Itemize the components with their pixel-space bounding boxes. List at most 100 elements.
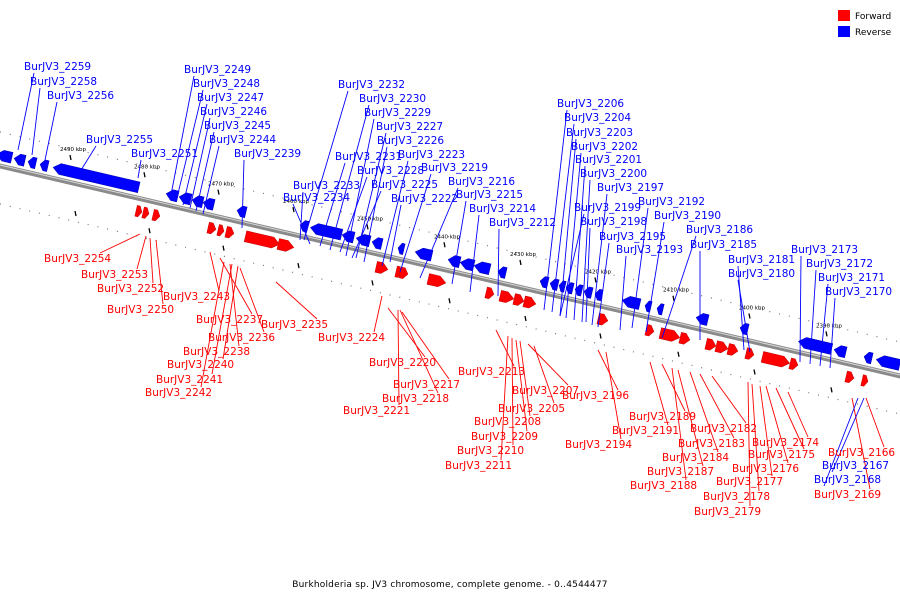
leader-line: [339, 176, 368, 253]
forward-gene-arrow: [276, 238, 295, 252]
leader-line: [661, 235, 697, 339]
forward-gene-arrow: [426, 273, 447, 288]
leader-line: [175, 89, 204, 203]
leader-line: [149, 237, 154, 284]
leader-line: [397, 309, 400, 406]
forward-gene-label: BurJV3_2182: [690, 423, 757, 435]
reverse-gene-label: BurJV3_2198: [580, 216, 647, 228]
tick-mark-top: [143, 172, 146, 178]
leader-line: [137, 159, 142, 179]
leader-line: [823, 397, 859, 487]
tick-mark-top: [825, 331, 828, 337]
forward-gene-label: BurJV3_2211: [445, 460, 512, 472]
reverse-gene-label: BurJV3_2246: [200, 106, 267, 118]
reverse-gene-label: BurJV3_2168: [814, 474, 881, 486]
reverse-gene-label: BurJV3_2216: [448, 176, 515, 188]
axis-highlight: [0, 164, 900, 376]
forward-gene-arrow: [744, 347, 755, 360]
leader-line: [819, 283, 829, 367]
reverse-gene-arrow: [473, 261, 492, 275]
leader-line: [495, 329, 515, 367]
gene-labels: BurJV3_2259 BurJV3_2258 BurJV3_2256 BurJV3_…: [24, 61, 895, 518]
forward-gene-label: BurJV3_2254: [44, 253, 111, 265]
forward-gene-label: BurJV3_2235: [261, 319, 328, 331]
reverse-gene-label: BurJV3_2181: [728, 254, 795, 266]
reverse-gene-label: BurJV3_2167: [822, 460, 889, 472]
leader-line: [649, 361, 669, 426]
forward-gene-label: BurJV3_2188: [630, 480, 697, 492]
forward-gene-label: BurJV3_2238: [183, 346, 250, 358]
forward-gene-label: BurJV3_2220: [369, 357, 436, 369]
tick-label: 2460 kbp: [283, 199, 309, 205]
leader-line: [605, 351, 622, 440]
chromosome-axis: [0, 131, 900, 415]
leader-line: [381, 160, 409, 267]
reverse-gene-label: BurJV3_2212: [489, 217, 556, 229]
forward-gene-label: BurJV3_2240: [167, 359, 234, 371]
leader-line: [559, 138, 577, 317]
tick-mark-top: [443, 242, 446, 248]
reverse-gene-arrow: [397, 242, 406, 255]
leader-line: [351, 190, 382, 259]
leader-line: [189, 117, 211, 209]
tick-mark-top: [217, 189, 220, 195]
forward-gene-label: BurJV3_2218: [382, 393, 449, 405]
reverse-gene-label: BurJV3_2245: [204, 120, 271, 132]
forward-gene-label: BurJV3_2178: [703, 491, 770, 503]
reverse-gene-arrow: [695, 313, 710, 326]
leader-line: [31, 87, 41, 156]
leader-line: [136, 235, 147, 270]
forward-gene-label: BurJV3_2253: [81, 269, 148, 281]
forward-gene-label: BurJV3_2184: [662, 452, 729, 464]
forward-gene-arrow: [860, 374, 869, 387]
reverse-gene-arrow: [497, 266, 508, 279]
tick-label: 2410 kbp: [663, 288, 689, 294]
tick-mark-bottom: [148, 228, 151, 234]
forward-gene-label: BurJV3_2177: [716, 476, 783, 488]
leader-line: [711, 375, 747, 424]
forward-gene-arrow: [498, 290, 515, 303]
forward-gene-arrow: [512, 293, 525, 306]
forward-gene-label: BurJV3_2250: [107, 304, 174, 316]
forward-gene-label: BurJV3_2207: [512, 385, 579, 397]
forward-gene-label: BurJV3_2209: [471, 431, 538, 443]
forward-gene-arrow: [141, 206, 150, 219]
reverse-gene-arrow: [621, 296, 642, 310]
forward-gene-arrow: [704, 338, 717, 351]
forward-gene-label: BurJV3_2194: [565, 439, 632, 451]
forward-gene-arrow: [224, 226, 235, 239]
reverse-gene-label: BurJV3_2251: [131, 148, 198, 160]
leader-line: [543, 109, 568, 311]
reverse-gene-arrow: [236, 205, 248, 219]
leader-line: [747, 381, 751, 507]
scale-dots-bottom: [0, 203, 900, 415]
forward-gene-label: BurJV3_2205: [498, 403, 565, 415]
leader-line: [865, 397, 885, 448]
reverse-gene-label: BurJV3_2172: [806, 258, 873, 270]
figure-caption: Burkholderia sp. JV3 chromosome, complet…: [292, 580, 607, 590]
tick-mark-top: [594, 277, 597, 283]
reverse-gene-arrow: [875, 355, 900, 371]
tick-label: 2440 kbp: [434, 234, 460, 240]
reverse-gene-label: BurJV3_2199: [574, 202, 641, 214]
forward-gene-arrow: [374, 261, 389, 274]
tick-mark-bottom: [297, 262, 300, 269]
leader-line: [182, 103, 208, 206]
tick-mark-bottom: [677, 351, 680, 357]
forward-gene-label: BurJV3_2243: [163, 291, 230, 303]
leader-line: [737, 265, 745, 351]
reverse-gene-label: BurJV3_2173: [791, 244, 858, 256]
leader-line: [44, 101, 58, 161]
reverse-gene-arrow: [574, 284, 584, 297]
reverse-gene-label: BurJV3_2233: [293, 180, 360, 192]
forward-gene-label: BurJV3_2237: [196, 314, 263, 326]
leader-line: [829, 297, 836, 369]
tick-mark-bottom: [753, 369, 756, 375]
reverse-gene-label: BurJV3_2186: [686, 224, 753, 236]
forward-gene-label: BurJV3_2221: [343, 405, 410, 417]
leader-line: [645, 221, 665, 333]
tick-label: 2400 kbp: [739, 305, 765, 311]
forward-gene-arrow: [243, 230, 280, 249]
tick-label: 2390 kbp: [816, 323, 842, 329]
